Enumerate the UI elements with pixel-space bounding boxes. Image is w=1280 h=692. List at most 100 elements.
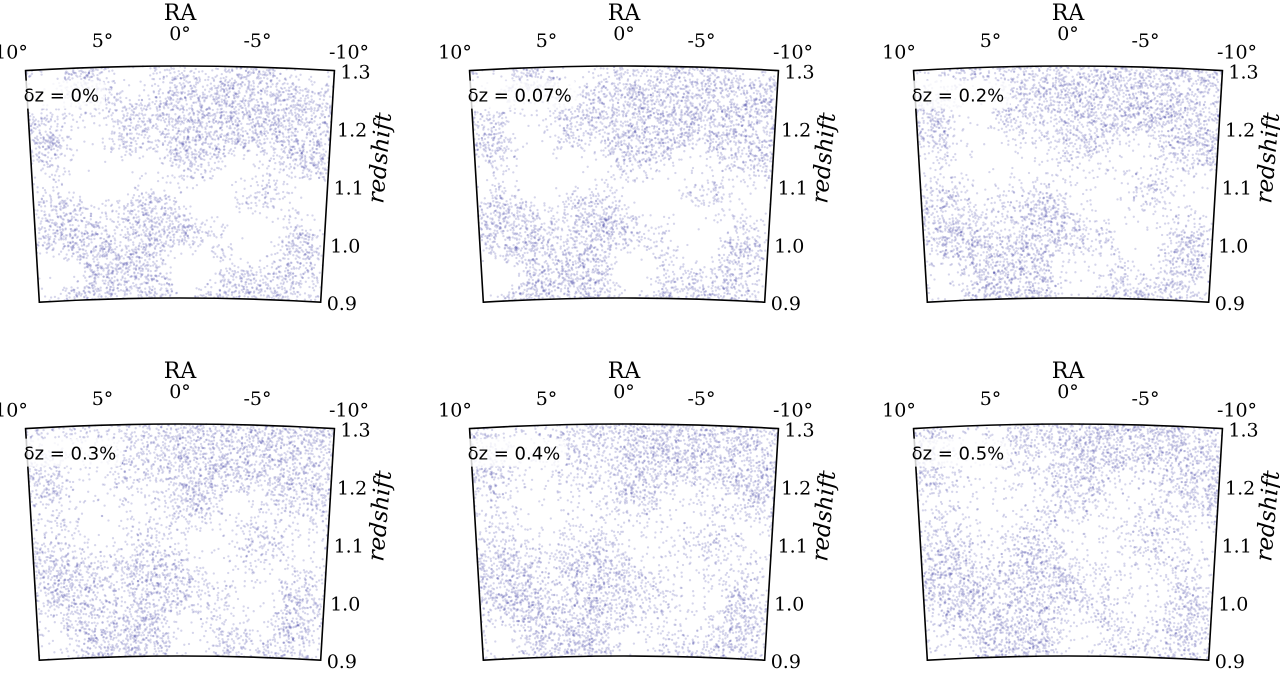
data-point	[176, 94, 179, 97]
data-point	[237, 82, 240, 86]
data-point	[243, 94, 246, 98]
data-point	[177, 220, 180, 224]
data-point	[251, 117, 255, 121]
data-point	[202, 96, 205, 99]
data-point	[34, 141, 37, 145]
data-point	[113, 237, 116, 240]
data-point	[45, 247, 48, 250]
data-point	[260, 131, 263, 135]
data-point	[301, 159, 304, 162]
data-point	[243, 145, 246, 148]
data-point	[231, 142, 234, 145]
data-point	[183, 119, 186, 122]
data-point	[225, 283, 229, 286]
data-point	[313, 150, 316, 154]
data-point	[211, 76, 214, 80]
data-point	[134, 268, 138, 271]
data-point	[194, 86, 197, 89]
data-point	[136, 271, 140, 275]
data-point	[280, 275, 284, 278]
data-point	[266, 206, 270, 209]
data-point	[289, 232, 292, 235]
data-point	[67, 249, 70, 252]
data-point	[104, 243, 107, 246]
data-point	[309, 261, 312, 264]
data-point	[183, 66, 187, 70]
data-point	[255, 117, 258, 120]
data-point	[247, 282, 251, 286]
data-point	[73, 72, 76, 75]
data-point	[59, 208, 62, 212]
data-point	[280, 208, 283, 211]
data-point	[53, 120, 57, 123]
data-point	[135, 142, 138, 146]
data-point	[296, 121, 300, 124]
data-point	[187, 137, 190, 140]
data-point	[168, 215, 172, 218]
data-point	[292, 286, 295, 290]
data-point	[156, 179, 160, 183]
data-point	[158, 282, 161, 286]
data-point	[304, 97, 307, 100]
data-point	[43, 205, 47, 208]
data-point	[254, 131, 257, 134]
data-point	[63, 214, 66, 218]
data-point	[316, 279, 319, 282]
data-point	[93, 206, 96, 209]
data-point	[244, 139, 247, 142]
data-point	[101, 279, 104, 282]
data-point	[172, 67, 175, 70]
data-point	[169, 71, 172, 75]
data-point	[290, 74, 293, 77]
data-point	[274, 182, 278, 185]
data-point	[219, 85, 223, 88]
data-point	[132, 267, 135, 270]
data-point	[191, 156, 194, 159]
data-point	[50, 135, 54, 138]
data-point	[316, 170, 320, 173]
data-point	[163, 136, 166, 139]
data-point	[167, 115, 171, 119]
data-point	[69, 234, 72, 237]
data-point	[39, 133, 43, 137]
data-point	[318, 145, 321, 148]
data-point	[49, 276, 52, 280]
data-point	[229, 137, 233, 141]
data-point	[283, 98, 287, 102]
data-point	[237, 112, 240, 115]
data-point	[119, 96, 122, 99]
data-point	[171, 128, 175, 132]
data-point	[152, 260, 155, 264]
data-point	[246, 67, 249, 70]
data-point	[156, 200, 159, 203]
data-point	[90, 70, 94, 73]
data-point	[143, 84, 146, 87]
data-point	[167, 141, 171, 145]
data-point	[197, 168, 200, 172]
data-point	[128, 102, 132, 106]
data-point	[171, 161, 174, 164]
data-point	[59, 236, 62, 239]
data-point	[49, 225, 52, 229]
data-point	[250, 71, 253, 75]
data-point	[164, 128, 168, 131]
data-point	[154, 139, 157, 142]
data-point	[288, 89, 291, 93]
data-point	[291, 207, 294, 210]
data-point	[174, 148, 177, 151]
data-point	[298, 256, 301, 259]
data-point	[179, 97, 182, 100]
data-point	[182, 116, 185, 120]
data-point	[62, 235, 65, 238]
data-point	[209, 234, 212, 237]
data-point	[140, 99, 144, 102]
data-point	[92, 260, 96, 263]
data-point	[295, 232, 299, 236]
data-point	[235, 112, 238, 116]
data-point	[195, 81, 198, 84]
data-point	[104, 228, 108, 231]
data-point	[287, 257, 290, 261]
data-point	[48, 213, 51, 216]
data-point	[305, 111, 308, 114]
data-point	[115, 98, 118, 101]
